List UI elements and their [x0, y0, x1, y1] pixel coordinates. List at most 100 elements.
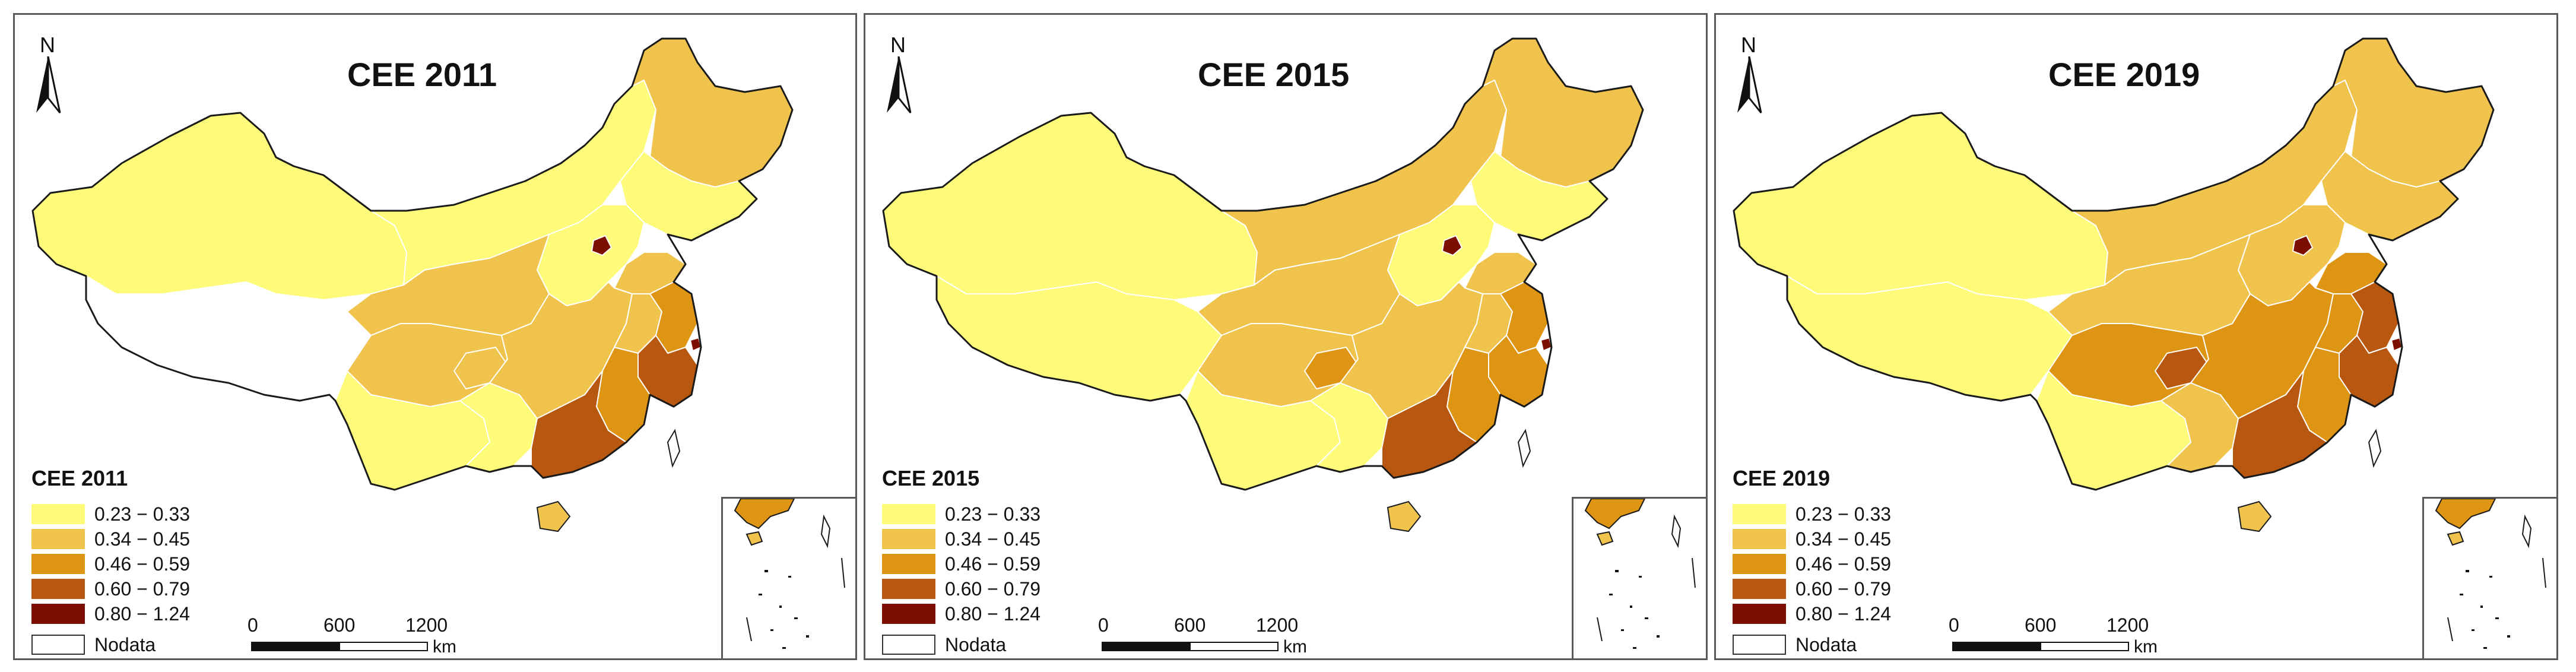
panel-title: CEE 2011: [347, 56, 497, 93]
scale-tick-0: 0: [1949, 614, 1959, 636]
taiwan-outline: [1517, 429, 1531, 468]
legend: CEE 2011 0.23 − 0.33 0.34 − 0.45 0.46 − 0.…: [31, 466, 190, 657]
legend-title: CEE 2019: [1733, 466, 1831, 490]
scale-segment-black: [1952, 642, 2041, 651]
legend-label: 0.34 − 0.45: [94, 528, 191, 550]
region-beijing: [591, 235, 612, 256]
legend-title: CEE 2015: [882, 466, 980, 490]
legend-label: 0.23 − 0.33: [945, 503, 1041, 525]
region-beijing: [1442, 235, 1463, 256]
legend-title: CEE 2011: [31, 466, 128, 490]
legend-label: 0.46 − 0.59: [945, 553, 1041, 575]
scale-segment-white: [2040, 642, 2129, 651]
legend-nodata-label: Nodata: [945, 633, 1007, 655]
china-choropleth: [882, 37, 1644, 532]
map-panel-2: CEE 2015 N CEE 2015 0.23 − 0.33 0.34 − 0.…: [864, 13, 1708, 660]
legend-swatch: [1733, 504, 1786, 524]
legend-swatch: [31, 579, 85, 599]
region-northwest: [883, 112, 1258, 300]
legend-label: 0.46 − 0.59: [1795, 553, 1892, 575]
north-label: N: [40, 33, 55, 57]
north-arrow: N: [882, 33, 918, 122]
legend-item: 0.60 − 0.79: [31, 576, 190, 601]
panel-title: CEE 2019: [2048, 56, 2200, 93]
scale-tick-600: 600: [2025, 614, 2057, 636]
hainan-outline: [536, 500, 571, 532]
north-arrow: N: [1733, 33, 1768, 122]
legend-item: 0.46 − 0.59: [1733, 551, 1891, 576]
legend-swatch: [31, 504, 85, 524]
legend-item: 0.80 − 1.24: [882, 601, 1040, 626]
legend-label: 0.34 − 0.45: [945, 528, 1041, 550]
scale-unit: km: [433, 637, 456, 657]
legend-item: 0.23 − 0.33: [31, 502, 190, 527]
scale-unit: km: [2134, 637, 2158, 657]
legend-nodata: Nodata: [1733, 632, 1891, 657]
scale-bar: 0 600 1200 km: [1098, 614, 1347, 657]
inset-map: [1584, 499, 1696, 649]
scale-bar: 0 600 1200 km: [1949, 614, 2198, 657]
map-panel-3: CEE 2019 N CEE 2019 0.23 − 0.33 0.34 − 0.…: [1714, 13, 2558, 660]
china-choropleth: [1733, 37, 2495, 532]
legend-nodata: Nodata: [31, 632, 190, 657]
scale-tick-1200: 1200: [1256, 614, 1299, 636]
south-china-sea-inset: [1572, 497, 1706, 658]
map-panel-1: CEE 2011 N CEE 2011 0.23 − 0.33 0.34 − 0.…: [13, 13, 857, 660]
scale-tick-0: 0: [248, 614, 258, 636]
north-arrow-icon: [1737, 56, 1762, 113]
legend-swatch: [1733, 604, 1786, 624]
legend-swatch: [1733, 554, 1786, 574]
legend-nodata-label: Nodata: [1795, 633, 1857, 655]
legend-item: 0.46 − 0.59: [31, 551, 190, 576]
north-label: N: [890, 33, 906, 57]
north-label: N: [1741, 33, 1756, 57]
north-arrow-icon: [36, 56, 61, 113]
region-northwest: [32, 112, 407, 300]
legend-swatch-nodata: [31, 635, 85, 655]
country-outline: [1733, 37, 2495, 491]
legend-item: 0.60 − 0.79: [882, 576, 1040, 601]
hainan-outline: [1387, 500, 1422, 532]
legend-label: 0.23 − 0.33: [94, 503, 191, 525]
legend-swatch: [1733, 579, 1786, 599]
north-arrow: N: [31, 33, 67, 122]
scale-segment-black: [1102, 642, 1191, 651]
legend-swatch-nodata: [882, 635, 935, 655]
legend-nodata: Nodata: [882, 632, 1040, 657]
scale-segment-white: [339, 642, 428, 651]
scale-unit: km: [1283, 637, 1307, 657]
inset-map: [2435, 499, 2546, 649]
legend-swatch-nodata: [1733, 635, 1786, 655]
legend-item: 0.60 − 0.79: [1733, 576, 1891, 601]
legend-label: 0.80 − 1.24: [1795, 603, 1892, 625]
legend-label: 0.23 − 0.33: [1795, 503, 1892, 525]
north-arrow-icon: [887, 56, 912, 113]
legend-label: 0.80 − 1.24: [94, 603, 191, 625]
legend-swatch: [882, 529, 935, 549]
scale-bar: 0 600 1200 km: [248, 614, 497, 657]
legend-label: 0.34 − 0.45: [1795, 528, 1892, 550]
south-china-sea-inset: [2422, 497, 2556, 658]
legend-swatch: [882, 554, 935, 574]
region-northwest: [1733, 112, 2108, 300]
south-china-sea-inset: [721, 497, 855, 658]
country-outline: [882, 37, 1644, 491]
legend-label: 0.60 − 0.79: [94, 578, 191, 600]
panel-title: CEE 2015: [1198, 56, 1350, 93]
hainan-outline: [2237, 500, 2272, 532]
legend-nodata-label: Nodata: [94, 633, 156, 655]
china-choropleth: [31, 37, 794, 532]
legend-item: 0.23 − 0.33: [882, 502, 1040, 527]
taiwan-outline: [2368, 429, 2382, 468]
region-beijing: [2292, 235, 2313, 256]
country-outline: [31, 37, 794, 491]
scale-tick-1200: 1200: [405, 614, 448, 636]
scale-tick-600: 600: [323, 614, 356, 636]
legend-item: 0.34 − 0.45: [31, 527, 190, 551]
legend-item: 0.34 − 0.45: [882, 527, 1040, 551]
legend-swatch: [882, 604, 935, 624]
legend-item: 0.46 − 0.59: [882, 551, 1040, 576]
legend-swatch: [31, 529, 85, 549]
legend-swatch: [31, 604, 85, 624]
legend-swatch: [882, 504, 935, 524]
